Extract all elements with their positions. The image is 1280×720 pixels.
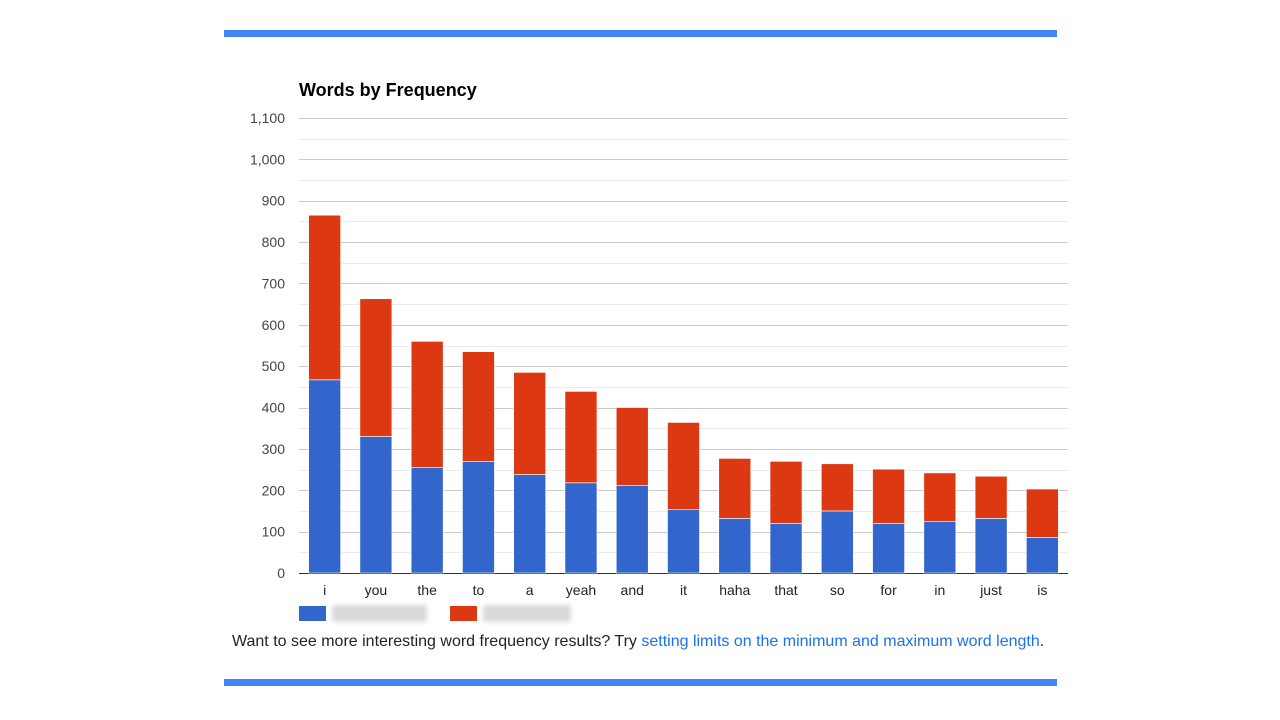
bar-segment bbox=[410, 341, 444, 468]
x-tick-label: yeah bbox=[566, 582, 596, 598]
bar-segment bbox=[667, 422, 700, 511]
bar-segment bbox=[615, 407, 649, 486]
bar-segment bbox=[462, 351, 495, 462]
footer-note: Want to see more interesting word freque… bbox=[232, 633, 1044, 651]
bar-layer bbox=[308, 214, 1059, 574]
x-tick-label: to bbox=[473, 582, 485, 598]
bar-segment bbox=[564, 391, 598, 484]
bar-segment bbox=[615, 485, 649, 574]
legend bbox=[299, 605, 571, 622]
footer-prefix: Want to see more interesting word freque… bbox=[232, 633, 642, 650]
bar-segment bbox=[872, 468, 905, 524]
y-tick-label: 400 bbox=[262, 400, 286, 416]
bar-segment bbox=[359, 436, 393, 574]
bar-segment bbox=[462, 461, 495, 574]
bar-segment bbox=[513, 372, 547, 475]
x-tick-label: i bbox=[323, 582, 326, 598]
bottom-accent-rule bbox=[224, 679, 1057, 686]
x-tick-label: the bbox=[417, 582, 437, 598]
x-tick-label: and bbox=[621, 582, 644, 598]
x-tick-label: in bbox=[934, 582, 945, 598]
bar-segment bbox=[769, 461, 803, 524]
legend-swatch bbox=[299, 606, 326, 621]
bar-segment bbox=[359, 298, 393, 437]
y-tick-label: 0 bbox=[277, 565, 285, 581]
legend-label-obscured bbox=[483, 605, 571, 622]
x-tick-label: you bbox=[365, 582, 388, 598]
bar-segment bbox=[872, 523, 905, 574]
y-axis-ticks: 0 100 200 300 400 500 600 700 800 900 1,000 1,100 bbox=[250, 110, 285, 581]
x-axis-ticks: i you the to a yeah and it haha that so for in just is bbox=[323, 582, 1047, 598]
y-tick-label: 800 bbox=[262, 234, 286, 250]
bar-segment bbox=[667, 509, 700, 574]
bar-segment bbox=[718, 458, 752, 519]
bar-segment bbox=[974, 475, 1008, 519]
bar-segment bbox=[513, 474, 547, 574]
y-tick-label: 1,100 bbox=[250, 110, 285, 126]
bar-segment bbox=[769, 523, 803, 574]
bar-segment bbox=[308, 379, 341, 574]
footer-suffix: . bbox=[1039, 633, 1045, 650]
y-tick-label: 900 bbox=[262, 193, 286, 209]
bar-segment bbox=[820, 510, 854, 574]
chart-title: Words by Frequency bbox=[299, 80, 477, 100]
bar-segment bbox=[718, 518, 752, 574]
x-tick-label: haha bbox=[719, 582, 750, 598]
y-tick-label: 500 bbox=[262, 358, 286, 374]
y-tick-label: 100 bbox=[262, 524, 286, 540]
bar-segment bbox=[564, 482, 598, 574]
grid-layer bbox=[299, 118, 1068, 574]
x-tick-label: it bbox=[680, 582, 687, 598]
y-tick-label: 700 bbox=[262, 275, 286, 291]
x-tick-label: a bbox=[526, 582, 534, 598]
bar-segment bbox=[1026, 537, 1059, 574]
x-tick-label: for bbox=[880, 582, 897, 598]
x-tick-label: so bbox=[830, 582, 845, 598]
y-tick-label: 600 bbox=[262, 317, 286, 333]
y-tick-label: 1,000 bbox=[250, 151, 285, 167]
word-length-limits-link[interactable]: setting limits on the minimum and maximu… bbox=[641, 633, 1040, 650]
bar-segment bbox=[308, 214, 341, 381]
bar-segment bbox=[974, 518, 1008, 574]
bar-segment bbox=[923, 472, 957, 522]
bar-segment bbox=[1026, 488, 1059, 538]
bar-segment bbox=[923, 520, 957, 574]
y-tick-label: 200 bbox=[262, 482, 286, 498]
y-tick-label: 300 bbox=[262, 441, 286, 457]
top-accent-rule bbox=[224, 30, 1057, 37]
x-tick-label: is bbox=[1037, 582, 1047, 598]
x-tick-label: just bbox=[979, 582, 1002, 598]
bar-segment bbox=[820, 463, 854, 512]
x-tick-label: that bbox=[774, 582, 797, 598]
legend-swatch bbox=[450, 606, 477, 621]
bar-segment bbox=[410, 467, 444, 574]
legend-label-obscured bbox=[332, 605, 427, 622]
